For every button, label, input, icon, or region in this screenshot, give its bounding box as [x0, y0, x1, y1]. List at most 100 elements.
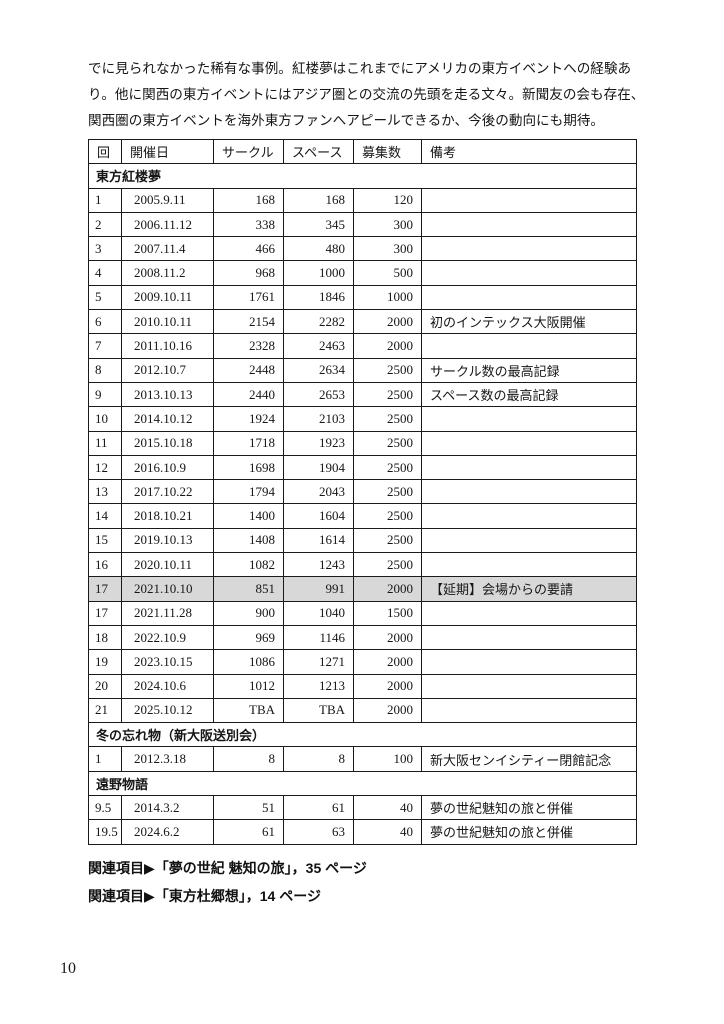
cell-circle-count: 1794 — [213, 479, 284, 505]
cell-circle-count: 2328 — [213, 333, 284, 359]
section-title: 遠野物語 — [88, 770, 637, 797]
cell-recruit-count: 2000 — [353, 576, 422, 602]
cell-note — [421, 406, 637, 432]
table-row: 20 2024.10.6 1012 1213 2000 — [88, 673, 637, 699]
cell-space-count: 1923 — [283, 430, 354, 456]
table-row: 7 2011.10.16 2328 2463 2000 — [88, 333, 637, 359]
cell-circle-count: 1718 — [213, 430, 284, 456]
table-row: 18 2022.10.9 969 1146 2000 — [88, 624, 637, 651]
table-row: 19 2023.10.15 1086 1271 2000 — [88, 649, 637, 675]
cell-space-count: 2634 — [283, 357, 354, 383]
cell-recruit-count: 1000 — [353, 284, 422, 311]
cell-event-number: 20 — [88, 673, 122, 699]
cell-event-date: 2013.10.13 — [121, 381, 214, 408]
intro-line: 関西圏の東方イベントを海外東方ファンへアピールできるか、今後の動向にも期待。 — [88, 113, 605, 128]
cell-note — [421, 649, 637, 675]
cell-note: スペース数の最高記録 — [421, 381, 637, 408]
cell-event-number: 2 — [88, 211, 122, 238]
cell-recruit-count: 500 — [353, 260, 422, 286]
intro-line: り。他に関西の東方イベントにはアジア圏との交流の先頭を走る文々。新聞友の会も存在… — [88, 87, 645, 102]
cell-event-number: 13 — [88, 479, 122, 505]
cell-space-count: 2653 — [283, 381, 354, 408]
cell-event-number: 11 — [88, 430, 122, 456]
table-row: 13 2017.10.22 1794 2043 2500 — [88, 479, 637, 505]
cell-event-number: 10 — [88, 406, 122, 432]
cell-recruit-count: 2500 — [353, 552, 422, 578]
cell-event-number: 17 — [88, 600, 122, 626]
cell-event-date: 2015.10.18 — [121, 430, 214, 456]
cell-event-date: 2007.11.4 — [121, 236, 214, 262]
cell-recruit-count: 300 — [353, 236, 422, 262]
cell-circle-count: 2448 — [213, 357, 284, 383]
cell-space-count: 168 — [283, 187, 354, 213]
cell-recruit-count: 1500 — [353, 600, 422, 626]
table-row: 15 2019.10.13 1408 1614 2500 — [88, 527, 637, 554]
cell-circle-count: 900 — [213, 600, 284, 626]
cell-circle-count: 1924 — [213, 406, 284, 432]
cell-space-count: 2103 — [283, 406, 354, 432]
table-section-row: 東方紅楼夢 — [88, 163, 637, 189]
cell-space-count: 1846 — [283, 284, 354, 311]
cell-event-date: 2012.10.7 — [121, 357, 214, 383]
cell-circle-count: 968 — [213, 260, 284, 286]
cell-note — [421, 503, 637, 529]
table-row: 11 2015.10.18 1718 1923 2500 — [88, 430, 637, 456]
cell-event-date: 2021.10.10 — [121, 576, 214, 602]
cell-circle-count: 1400 — [213, 503, 284, 529]
cell-event-number: 1 — [88, 187, 122, 213]
cell-event-date: 2010.10.11 — [121, 309, 214, 335]
cell-event-number: 7 — [88, 333, 122, 359]
table-row: 17 2021.11.28 900 1040 1500 — [88, 600, 637, 626]
cell-event-date: 2022.10.9 — [121, 624, 214, 651]
cell-event-date: 2014.3.2 — [121, 795, 214, 821]
cell-recruit-count: 100 — [353, 746, 422, 772]
cell-circle-count: 1761 — [213, 284, 284, 311]
cell-event-date: 2020.10.11 — [121, 552, 214, 578]
cell-event-number: 1 — [88, 746, 122, 772]
cell-event-date: 2019.10.13 — [121, 527, 214, 554]
table-row: 8 2012.10.7 2448 2634 2500 サークル数の最高記録 — [88, 357, 637, 383]
cell-recruit-count: 2000 — [353, 624, 422, 651]
related-items: 関連項目▶「夢の世紀 魅知の旅」，35 ページ 関連項目▶「東方杜郷想」，14 … — [88, 854, 636, 910]
cell-circle-count: 338 — [213, 211, 284, 238]
cell-recruit-count: 2500 — [353, 479, 422, 505]
cell-circle-count: 1408 — [213, 527, 284, 554]
cell-recruit-count: 2000 — [353, 309, 422, 335]
table-row: 5 2009.10.11 1761 1846 1000 — [88, 284, 637, 311]
cell-note: 初のインテックス大阪開催 — [421, 309, 637, 335]
cell-event-number: 15 — [88, 527, 122, 554]
cell-space-count: 1040 — [283, 600, 354, 626]
cell-event-date: 2023.10.15 — [121, 649, 214, 675]
cell-event-date: 2018.10.21 — [121, 503, 214, 529]
cell-space-count: 2282 — [283, 309, 354, 335]
related-item: 関連項目▶「東方杜郷想」，14 ページ — [88, 887, 321, 904]
cell-space-count: 991 — [283, 576, 354, 602]
cell-circle-count: 969 — [213, 624, 284, 651]
table-row: 3 2007.11.4 466 480 300 — [88, 236, 637, 262]
cell-circle-count: TBA — [213, 697, 284, 724]
cell-event-date: 2024.10.6 — [121, 673, 214, 699]
intro-line: でに見られなかった稀有な事例。紅楼夢はこれまでにアメリカの東方イベントへの経験あ — [88, 61, 632, 76]
column-header-spaces: スペース — [283, 138, 354, 165]
cell-note — [421, 430, 637, 456]
page-number: 10 — [60, 960, 76, 977]
cell-space-count: TBA — [283, 697, 354, 724]
cell-circle-count: 8 — [213, 746, 284, 772]
cell-event-number: 16 — [88, 552, 122, 578]
cell-note — [421, 479, 637, 505]
cell-event-number: 14 — [88, 503, 122, 529]
table-row: 17 2021.10.10 851 991 2000 【延期】会場からの要請 — [88, 576, 637, 602]
cell-space-count: 2043 — [283, 479, 354, 505]
cell-space-count: 345 — [283, 211, 354, 238]
table-row: 9.5 2014.3.2 51 61 40 夢の世紀魅知の旅と併催 — [88, 795, 637, 821]
cell-note: サークル数の最高記録 — [421, 357, 637, 383]
cell-recruit-count: 2500 — [353, 406, 422, 432]
cell-note — [421, 673, 637, 699]
cell-note — [421, 697, 637, 724]
cell-event-number: 9 — [88, 381, 122, 408]
cell-space-count: 480 — [283, 236, 354, 262]
column-header-circles: サークル — [213, 138, 284, 165]
cell-recruit-count: 2500 — [353, 381, 422, 408]
cell-event-date: 2025.10.12 — [121, 697, 214, 724]
table-row: 1 2005.9.11 168 168 120 — [88, 187, 637, 213]
